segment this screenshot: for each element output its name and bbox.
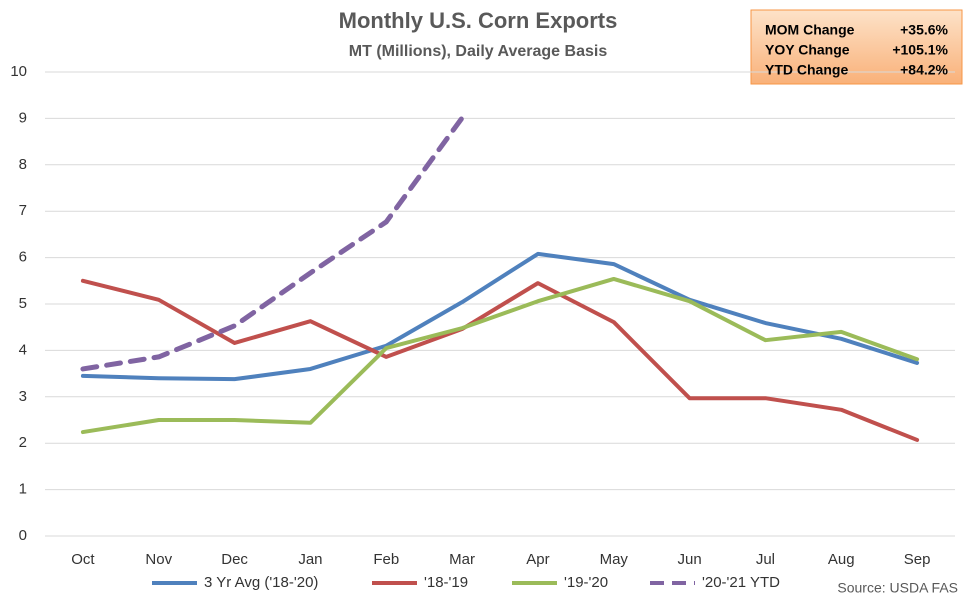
y-tick-label: 8: [19, 156, 27, 173]
series-line: [80, 251, 920, 382]
chart-title: Monthly U.S. Corn Exports: [339, 8, 618, 33]
legend-label: '19-'20: [564, 574, 608, 591]
x-tick-label: Jun: [677, 551, 701, 568]
info-label: YTD Change: [765, 62, 848, 78]
x-tick-label: Mar: [449, 551, 475, 568]
y-tick-label: 7: [19, 202, 27, 219]
x-tick-label: Feb: [373, 551, 399, 568]
x-tick-label: Aug: [828, 551, 855, 568]
y-tick-label: 5: [19, 295, 27, 312]
y-tick-label: 0: [19, 527, 27, 544]
y-tick-label: 10: [10, 63, 27, 80]
y-tick-label: 6: [19, 249, 27, 266]
info-value: +105.1%: [892, 42, 948, 58]
x-tick-label: May: [600, 551, 629, 568]
series-line: [80, 278, 920, 442]
info-value: +35.6%: [900, 22, 948, 38]
y-tick-label: 4: [19, 341, 27, 358]
legend-label: '18-'19: [424, 574, 468, 591]
x-tick-label: Oct: [71, 551, 95, 568]
x-tick-label: Jan: [298, 551, 322, 568]
info-value: +84.2%: [900, 62, 948, 78]
source: Source: USDA FAS: [837, 580, 958, 596]
x-tick-label: Apr: [526, 551, 549, 568]
series-line: [80, 115, 465, 372]
x-tick-label: Sep: [904, 551, 931, 568]
info-label: MOM Change: [765, 22, 855, 38]
y-tick-label: 9: [19, 109, 27, 126]
x-tick-label: Nov: [145, 551, 172, 568]
info-label: YOY Change: [765, 42, 850, 58]
chart-subtitle: MT (Millions), Daily Average Basis: [349, 43, 608, 60]
series-line: [80, 276, 920, 435]
y-tick-label: 3: [19, 388, 27, 405]
legend-label: '20-'21 YTD: [702, 574, 780, 591]
x-tick-label: Dec: [221, 551, 248, 568]
x-tick-label: Jul: [756, 551, 775, 568]
legend-label: 3 Yr Avg ('18-'20): [204, 574, 318, 591]
y-tick-label: 1: [19, 481, 27, 498]
y-tick-label: 2: [19, 434, 27, 451]
